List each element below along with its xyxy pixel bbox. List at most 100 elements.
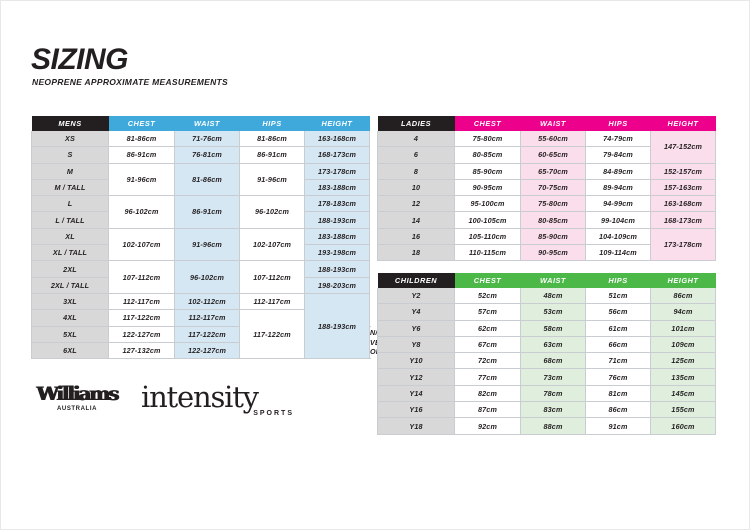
ladies-table-title: LADIES	[377, 115, 455, 131]
measurement-cell-chest: 81-86cm	[108, 129, 175, 148]
measurement-cell-chest: 85-90cm	[454, 162, 521, 180]
column-header-chest: CHEST	[454, 115, 521, 131]
table-header-row: LADIES CHEST WAIST HIPS HEIGHT	[377, 115, 716, 131]
measurement-cell-height: 109cm	[650, 335, 716, 354]
table-row: Y8 67cm 63cm 66cm 109cm	[377, 335, 716, 354]
measurement-cell-hips: 79-84cm	[585, 146, 651, 164]
measurement-cell-waist: 75-80cm	[520, 195, 586, 213]
measurement-cell-hips: 112-117cm	[239, 292, 305, 311]
size-label-cell: 10	[377, 178, 455, 197]
measurement-cell-waist: 68cm	[520, 352, 586, 370]
children-table-title: CHILDREN	[377, 272, 455, 288]
measurement-cell-chest: 127-132cm	[108, 341, 175, 360]
table-header-row: CHILDREN CHEST WAIST HIPS HEIGHT	[377, 272, 716, 288]
mens-table-title: MENS	[31, 115, 109, 131]
measurement-cell-waist: 88cm	[520, 417, 586, 435]
size-label-cell: Y10	[377, 352, 455, 370]
measurement-cell-height: 198-203cm	[304, 276, 370, 294]
measurement-cell-hips: 81-86cm	[239, 129, 305, 148]
table-row: Y4 57cm 53cm 56cm 94cm	[377, 303, 716, 321]
measurement-cell-height: 145cm	[650, 384, 716, 403]
table-row: 6XL 127-132cm 122-127cm	[31, 341, 370, 360]
size-label-cell: L / TALL	[31, 211, 109, 229]
table-row: Y12 77cm 73cm 76cm 135cm	[377, 368, 716, 386]
table-row: 14 100-105cm 80-85cm 99-104cm 168-173cm	[377, 211, 716, 229]
measurement-cell-waist: 91-96cm	[174, 227, 240, 262]
size-label-cell: S	[31, 146, 109, 164]
measurement-cell-chest: 75-80cm	[454, 129, 521, 148]
measurement-cell-hips: 102-107cm	[239, 227, 305, 262]
measurement-cell-height: 135cm	[650, 368, 716, 386]
measurement-cell-height: 173-178cm	[650, 227, 716, 262]
size-label-cell: Y16	[377, 401, 455, 419]
measurement-cell-hips: 91cm	[585, 417, 651, 435]
measurement-cell-height: 101cm	[650, 319, 716, 337]
size-label-cell: 16	[377, 227, 455, 246]
column-header-height: HEIGHT	[650, 272, 716, 288]
table-row: Y10 72cm 68cm 71cm 125cm	[377, 352, 716, 370]
table-row: 4XL 117-122cm 112-117cm 117-122cm	[31, 309, 370, 360]
measurement-cell-chest: 117-122cm	[108, 309, 175, 327]
measurement-cell-chest: 105-110cm	[454, 227, 521, 246]
measurement-cell-hips: 86cm	[585, 401, 651, 419]
column-header-hips: HIPS	[585, 272, 651, 288]
measurement-cell-hips: 61cm	[585, 319, 651, 337]
table-row: 4 75-80cm 55-60cm 74-79cm 147-152cm	[377, 129, 716, 164]
table-row: Y18 92cm 88cm 91cm 160cm	[377, 417, 716, 435]
measurement-cell-height: 168-173cm	[650, 211, 716, 229]
table-row: Y6 62cm 58cm 61cm 101cm	[377, 319, 716, 337]
size-label-cell: Y4	[377, 303, 455, 321]
size-label-cell: 2XL / TALL	[31, 276, 109, 294]
table-row: 12 95-100cm 75-80cm 94-99cm 163-168cm	[377, 195, 716, 213]
measurement-cell-waist: 102-112cm	[174, 292, 240, 311]
measurement-cell-hips: 86-91cm	[239, 146, 305, 164]
column-header-waist: WAIST	[520, 115, 586, 131]
size-label-cell: 12	[377, 195, 455, 213]
table-row: M / TALL 183-188cm	[31, 178, 370, 197]
measurement-cell-hips: 109-114cm	[585, 244, 651, 262]
measurement-cell-chest: 72cm	[454, 352, 521, 370]
table-row: L 96-102cm 86-91cm 96-102cm 178-183cm	[31, 195, 370, 229]
table-row: Y16 87cm 83cm 86cm 155cm	[377, 401, 716, 419]
measurement-cell-hips: 91-96cm	[239, 162, 305, 197]
size-label-cell: 4	[377, 129, 455, 148]
measurement-cell-height: 183-188cm	[304, 178, 370, 197]
measurement-cell-waist: 122-127cm	[174, 341, 240, 360]
table-row: 8 85-90cm 65-70cm 84-89cm 152-157cm	[377, 162, 716, 180]
size-label-cell: M	[31, 162, 109, 180]
table-row: 2XL / TALL 198-203cm	[31, 276, 370, 294]
measurement-cell-waist: 71-76cm	[174, 129, 240, 148]
measurement-cell-chest: 67cm	[454, 335, 521, 354]
page-subtitle: NEOPRENE APPROXIMATE MEASUREMENTS	[32, 77, 228, 87]
measurement-cell-chest: 62cm	[454, 319, 521, 337]
intensity-logo-wordmark: intensity	[141, 380, 259, 414]
measurement-cell-height: 125cm	[650, 352, 716, 370]
table-row: 2XL 107-112cm 96-102cm 107-112cm 188-193cm	[31, 260, 370, 294]
williams-australia-logo: Williams AUSTRALIA	[31, 385, 123, 413]
size-label-cell: 6	[377, 146, 455, 164]
size-label-cell: 6XL	[31, 341, 109, 360]
measurement-cell-height: 94cm	[650, 303, 716, 321]
measurement-cell-hips: 74-79cm	[585, 129, 651, 148]
measurement-cell-height: 152-157cm	[650, 162, 716, 180]
measurement-cell-waist: 81-86cm	[174, 162, 240, 197]
measurement-cell-height: 86cm	[650, 286, 716, 305]
measurement-cell-height: 160cm	[650, 417, 716, 435]
williams-logo-subtext: AUSTRALIA	[56, 406, 98, 412]
measurement-cell-hips: 104-109cm	[585, 227, 651, 246]
measurement-cell-waist: 70-75cm	[520, 178, 586, 197]
column-header-chest: CHEST	[454, 272, 521, 288]
measurement-cell-chest: 100-105cm	[454, 211, 521, 229]
mens-size-table: MENS CHEST WAIST HIPS HEIGHT XS 81-86cm 71…	[31, 115, 394, 360]
table-row: 6 80-85cm 60-65cm 79-84cm	[377, 146, 716, 164]
measurement-cell-waist: 112-117cm	[174, 309, 240, 327]
table-row: XS 81-86cm 71-76cm 81-86cm 163-168cm	[31, 129, 370, 148]
size-label-cell: Y14	[377, 384, 455, 403]
measurement-cell-height: 168-173cm	[304, 146, 370, 164]
measurement-cell-chest: 107-112cm	[108, 260, 175, 294]
measurement-cell-chest: 91-96cm	[108, 162, 175, 197]
measurement-cell-hips: 94-99cm	[585, 195, 651, 213]
size-label-cell: 2XL	[31, 260, 109, 278]
size-label-cell: 14	[377, 211, 455, 229]
